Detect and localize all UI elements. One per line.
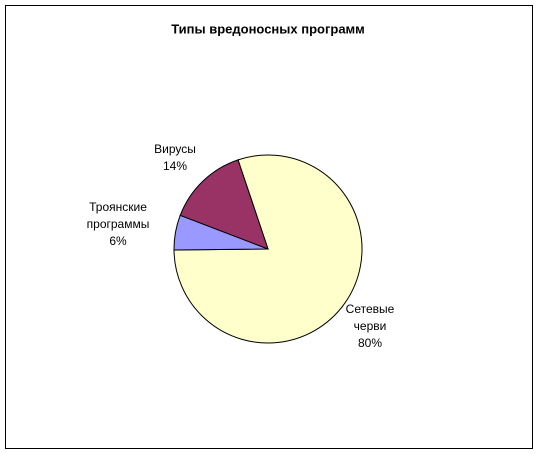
category-label: Троянские программы [87,200,150,231]
pie-slice [179,159,269,250]
category-label: Вирусы [154,142,196,156]
chart-title: Типы вредоносных программ [171,21,365,36]
slice-label: Троянские программы 6% [87,200,150,248]
value-label: 14% [163,159,187,173]
slice-label: Сетевые черви 80% [346,302,395,350]
value-label: 80% [358,336,382,350]
value-label: 6% [109,234,127,248]
category-label: Сетевые черви [346,302,395,333]
pie-slice [173,154,363,344]
slice-label: Вирусы 14% [154,142,196,173]
